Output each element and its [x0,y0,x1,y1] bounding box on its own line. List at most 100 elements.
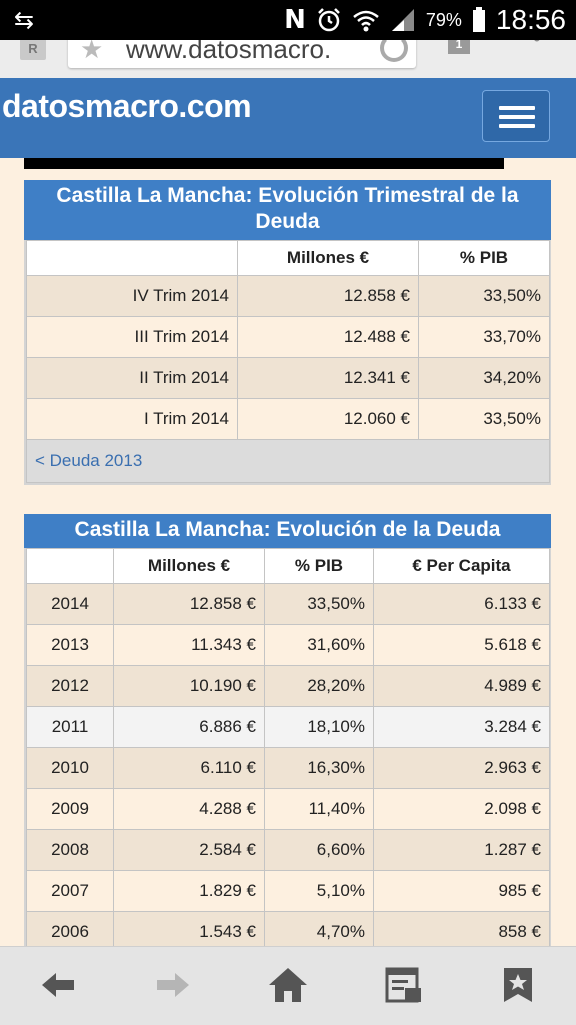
battery-level: 79% [425,9,462,30]
reading-list-icon [385,967,421,1003]
hamburger-line [499,115,535,119]
pib-cell: 33,50% [264,583,374,625]
alarm-icon [316,7,342,33]
signal-icon [390,7,416,33]
table-header-row: Millones € % PIB € Per Capita [26,548,550,584]
table-row: 2013 11.343 € 31,60% 5.618 € [26,624,550,666]
browser-toolbar: R ★ www.datosmacro. 1 • [0,40,576,79]
per-capita-cell: 4.989 € [373,665,550,707]
hamburger-line [499,106,535,110]
pib-cell: 33,50% [418,275,550,317]
year-cell: 2008 [26,829,114,871]
previous-year-link[interactable]: < Deuda 2013 [26,439,550,483]
sync-icon: ⇆ [14,7,35,34]
quarterly-debt-title: Castilla La Mancha: Evolución Trimestral… [24,180,551,240]
per-capita-cell: 6.133 € [373,583,550,625]
column-header [26,548,114,584]
status-bar: ⇆ N 79% 18:56 [0,0,576,40]
battery-icon [472,7,486,33]
back-button[interactable] [33,963,83,1007]
home-icon [269,968,307,1002]
millions-cell: 12.488 € [237,316,419,358]
millions-cell: 12.060 € [237,398,419,440]
overflow-menu-icon[interactable]: • [533,40,541,50]
year-cell: 2013 [26,624,114,666]
quarterly-debt-panel: Castilla La Mancha: Evolución Trimestral… [24,180,551,485]
year-cell: 2014 [26,583,114,625]
quarter-cell: IV Trim 2014 [26,275,238,317]
pib-cell: 33,70% [418,316,550,358]
tab-switcher-button[interactable]: 1 [448,40,470,54]
forward-button[interactable] [148,963,198,1007]
millions-cell: 2.584 € [113,829,265,871]
table-row: 2014 12.858 € 33,50% 6.133 € [26,583,550,625]
table-row: 2008 2.584 € 6,60% 1.287 € [26,829,550,871]
annual-debt-title: Castilla La Mancha: Evolución de la Deud… [24,514,551,548]
url-text[interactable]: www.datosmacro. [126,40,332,64]
annual-debt-table: Millones € % PIB € Per Capita 2014 12.85… [26,548,550,953]
pib-cell: 6,60% [264,829,374,871]
pib-cell: 5,10% [264,870,374,912]
per-capita-cell: 3.284 € [373,706,550,748]
divider-bar [24,158,504,169]
clock: 18:56 [495,4,566,35]
column-header: € Per Capita [373,548,550,584]
year-cell: 2010 [26,747,114,789]
millions-cell: 11.343 € [113,624,265,666]
quarter-cell: II Trim 2014 [26,357,238,399]
star-icon[interactable]: ★ [80,40,104,64]
bookmarks-icon [504,968,532,1002]
per-capita-cell: 1.287 € [373,829,550,871]
bookmarks-button[interactable] [493,963,543,1007]
quarterly-debt-box: Millones € % PIB IV Trim 2014 12.858 € 3… [24,240,551,485]
column-header [26,240,238,276]
year-cell: 2007 [26,870,114,912]
reading-list-button[interactable] [378,963,428,1007]
quarterly-debt-table: Millones € % PIB IV Trim 2014 12.858 € 3… [26,240,550,483]
year-cell: 2011 [26,706,114,748]
quarter-cell: I Trim 2014 [26,398,238,440]
site-logo[interactable]: datosmacro.com [2,88,252,124]
browser-bottom-nav [0,946,576,1025]
millions-cell: 12.341 € [237,357,419,399]
table-header-row: Millones € % PIB [26,240,550,276]
year-cell: 2012 [26,665,114,707]
column-header: Millones € [237,240,419,276]
column-header: % PIB [418,240,550,276]
nfc-icon: N [284,5,306,35]
millions-cell: 10.190 € [113,665,265,707]
back-icon [42,973,74,997]
forward-icon [157,973,189,997]
millions-cell: 6.110 € [113,747,265,789]
table-row: IV Trim 2014 12.858 € 33,50% [26,275,550,317]
millions-cell: 4.288 € [113,788,265,830]
millions-cell: 12.858 € [237,275,419,317]
millions-cell: 12.858 € [113,583,265,625]
table-row: I Trim 2014 12.060 € 33,50% [26,398,550,440]
per-capita-cell: 2.098 € [373,788,550,830]
reload-icon[interactable] [380,40,408,62]
pib-cell: 11,40% [264,788,374,830]
table-row: 2009 4.288 € 11,40% 2.098 € [26,788,550,830]
site-tab-icon[interactable]: R [20,40,46,60]
wifi-icon [352,7,380,33]
column-header: Millones € [113,548,265,584]
table-row: 2011 6.886 € 18,10% 3.284 € [26,706,550,748]
table-row: III Trim 2014 12.488 € 33,70% [26,316,550,358]
annual-debt-box: Millones € % PIB € Per Capita 2014 12.85… [24,548,551,955]
millions-cell: 1.829 € [113,870,265,912]
table-row: 2012 10.190 € 28,20% 4.989 € [26,665,550,707]
pib-cell: 33,50% [418,398,550,440]
millions-cell: 6.886 € [113,706,265,748]
quarter-cell: III Trim 2014 [26,316,238,358]
address-bar[interactable]: ★ www.datosmacro. [68,40,416,68]
home-button[interactable] [263,963,313,1007]
annual-debt-panel: Castilla La Mancha: Evolución de la Deud… [24,514,551,955]
menu-toggle-button[interactable] [482,90,550,142]
site-header: datosmacro.com [0,78,576,158]
year-cell: 2009 [26,788,114,830]
per-capita-cell: 2.963 € [373,747,550,789]
pib-cell: 16,30% [264,747,374,789]
per-capita-cell: 985 € [373,870,550,912]
pib-cell: 28,20% [264,665,374,707]
